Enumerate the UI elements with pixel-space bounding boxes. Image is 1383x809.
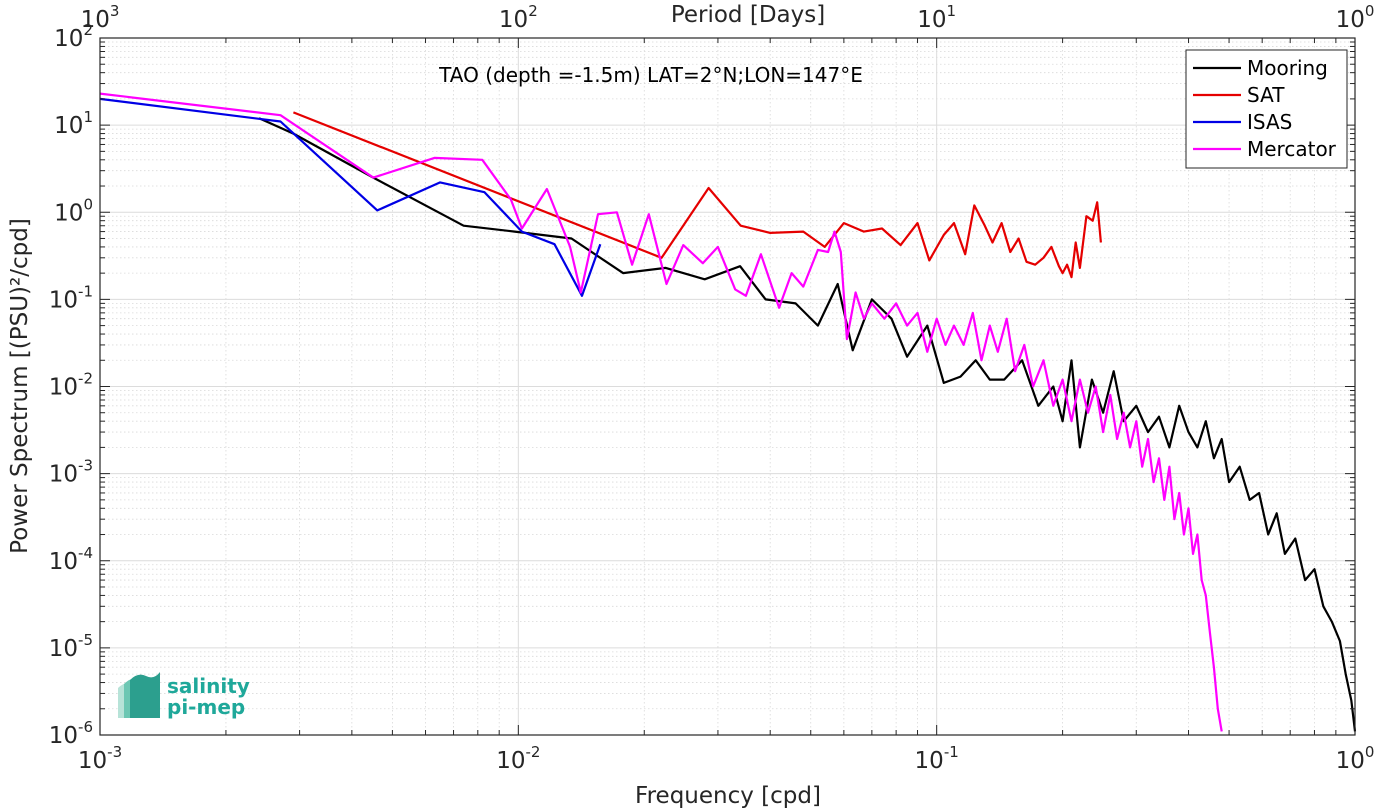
y-tick-label: 10-4	[49, 544, 93, 575]
x-tick-label: 10-1	[915, 743, 959, 774]
y-tick-label: 10-2	[49, 370, 93, 401]
salinity-pi-mep-logo: salinity pi-mep	[118, 672, 250, 719]
waves-icon	[118, 672, 160, 718]
chart-title: TAO (depth =-1.5m) LAT=2°N;LON=147°E	[438, 63, 863, 87]
legend-label-sat: SAT	[1247, 83, 1285, 107]
y-tick-label: 102	[54, 21, 93, 52]
x-tick-label: 100	[1336, 743, 1375, 774]
y-tick-label: 10-1	[49, 282, 93, 313]
series-layer	[99, 92, 1357, 732]
top-x-tick-labels: 103 102 101 100	[81, 2, 1375, 33]
logo-line1: salinity	[167, 674, 250, 698]
top-x-tick-label: 102	[499, 2, 538, 33]
series-line-sat	[292, 111, 1102, 279]
y-tick-label: 101	[54, 108, 93, 139]
top-x-tick-label: 100	[1336, 2, 1375, 33]
x-tick-label: 10-2	[496, 743, 540, 774]
x-axis-label: Frequency [cpd]	[635, 783, 821, 809]
y-axis-label: Power Spectrum [(PSU)²/cpd]	[7, 218, 33, 554]
x-tick-labels: 10-3 10-2 10-1 100	[78, 743, 1375, 774]
series-line-isas	[99, 97, 602, 297]
y-tick-label: 100	[54, 195, 93, 226]
tick-marks	[99, 37, 1356, 736]
y-tick-label: 10-3	[49, 457, 93, 488]
y-tick-label: 10-5	[49, 631, 93, 662]
x-tick-label: 10-3	[78, 743, 122, 774]
top-x-tick-label: 103	[81, 2, 120, 33]
series-line-mooring	[258, 117, 1357, 732]
legend-label-mooring: Mooring	[1247, 56, 1328, 80]
top-x-tick-label: 101	[917, 2, 956, 33]
y-tick-label: 10-6	[49, 718, 93, 749]
legend-label-mercator: Mercator	[1247, 137, 1337, 161]
top-x-axis-label: Period [Days]	[671, 2, 825, 28]
logo-line2: pi-mep	[167, 695, 245, 719]
series-line-mercator	[99, 92, 1223, 732]
legend-label-isas: ISAS	[1247, 110, 1292, 134]
legend: Mooring SAT ISAS Mercator	[1185, 49, 1348, 169]
y-tick-labels: 102 101 100 10-1 10-2 10-3 10-4 10-5 10-6	[49, 21, 93, 749]
